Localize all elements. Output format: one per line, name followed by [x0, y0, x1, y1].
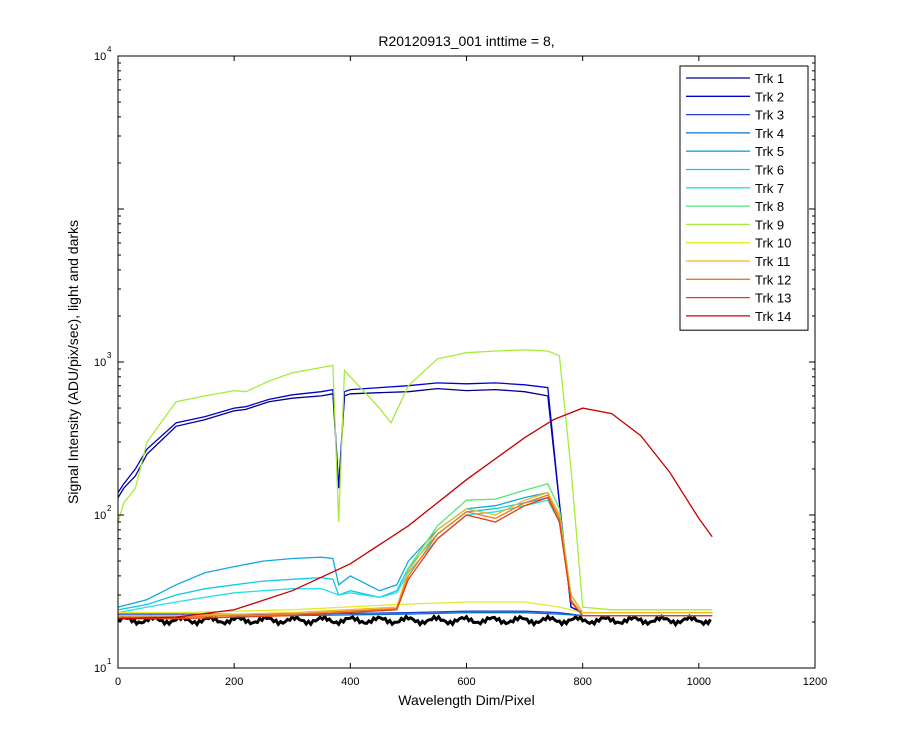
- legend-label: Trk 3: [755, 108, 784, 123]
- y-tick-label-base: 10: [94, 663, 106, 675]
- x-axis-title: Wavelength Dim/Pixel: [398, 692, 534, 708]
- chart-title: R20120913_001 inttime = 8,: [378, 33, 554, 49]
- x-tick-label: 200: [225, 676, 243, 688]
- series-line-14: [118, 407, 713, 620]
- x-tick-label: 600: [457, 676, 475, 688]
- series-group: [118, 349, 713, 628]
- legend: Trk 1 Trk 2 Trk 3 Trk 4 Trk 5 Trk 6 Trk 7 Trk 8…: [679, 65, 809, 331]
- legend-label: Trk 6: [755, 163, 784, 178]
- legend-label: Trk 12: [755, 272, 791, 287]
- y-tick-label-exponent: 4: [107, 45, 112, 54]
- series-line-13: [118, 496, 713, 620]
- legend-label: Trk 8: [755, 199, 784, 214]
- y-tick-label-base: 10: [94, 510, 106, 522]
- y-tick-label-exponent: 3: [107, 351, 112, 360]
- y-tick-label-base: 10: [94, 51, 106, 63]
- legend-label: Trk 13: [755, 291, 791, 306]
- legend-label: Trk 14: [755, 309, 791, 324]
- dark-level-line: [118, 613, 712, 628]
- legend-label: Trk 4: [755, 126, 784, 141]
- x-tick-label: 1000: [687, 676, 711, 688]
- x-tick-label: 400: [341, 676, 359, 688]
- y-tick-label-base: 10: [94, 357, 106, 369]
- legend-label: Trk 5: [755, 144, 784, 159]
- x-tick-label: 1200: [803, 676, 827, 688]
- legend-label: Trk 10: [755, 236, 791, 251]
- y-tick-label-exponent: 2: [107, 504, 112, 513]
- y-tick-label-exponent: 1: [107, 657, 112, 666]
- legend-label: Trk 1: [755, 71, 784, 86]
- legend-label: Trk 9: [755, 217, 784, 232]
- y-axis-title: Signal Intensity (ADU/pix/sec), light an…: [65, 220, 81, 504]
- legend-label: Trk 2: [755, 89, 784, 104]
- x-tick-label: 0: [115, 676, 121, 688]
- series-line-9: [118, 349, 713, 611]
- x-tick-label: 800: [573, 676, 591, 688]
- legend-label: Trk 11: [755, 254, 790, 269]
- legend-label: Trk 7: [755, 181, 784, 196]
- legend-box: [679, 65, 809, 331]
